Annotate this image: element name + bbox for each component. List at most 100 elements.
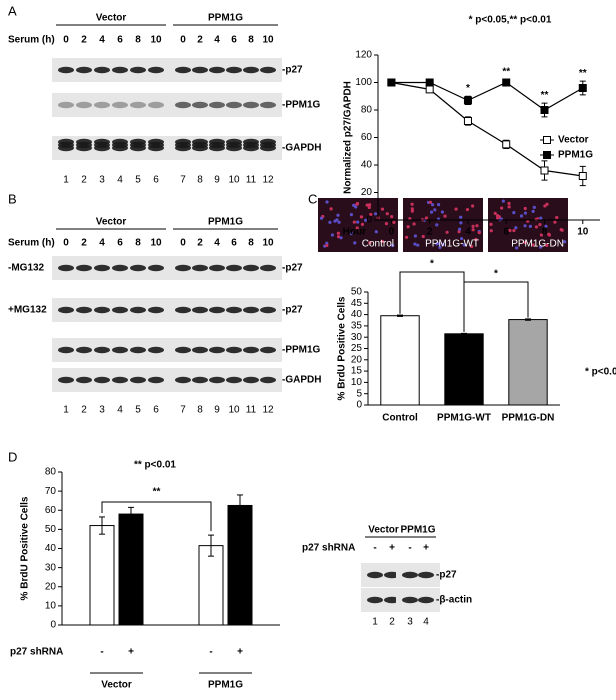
x-tick-label: Control bbox=[382, 413, 418, 424]
cell bbox=[364, 218, 368, 222]
y-tick-label: 25 bbox=[351, 343, 363, 354]
cell bbox=[329, 207, 333, 211]
lane-header: 2 bbox=[81, 35, 87, 46]
blot-band bbox=[209, 346, 225, 354]
lane-header: 4 bbox=[214, 238, 220, 249]
blot-band bbox=[243, 264, 259, 272]
y-tick-label: 60 bbox=[45, 505, 57, 516]
cell bbox=[545, 202, 549, 206]
blot-band bbox=[148, 376, 164, 384]
lane-header: 8 bbox=[135, 238, 141, 249]
blot-band bbox=[226, 264, 242, 272]
y-tick-label: 15 bbox=[351, 366, 363, 377]
blot-band bbox=[76, 101, 92, 109]
lane-number: 12 bbox=[262, 175, 274, 186]
lane-number: 3 bbox=[99, 175, 105, 186]
group-label: Vector bbox=[368, 525, 399, 536]
lane-number: 3 bbox=[99, 405, 105, 416]
bar bbox=[118, 513, 144, 626]
lane-header: - bbox=[408, 543, 411, 554]
cell bbox=[359, 215, 364, 219]
lane-number: 8 bbox=[197, 405, 203, 416]
condition-label: +MG132 bbox=[8, 305, 47, 316]
lane-header: 8 bbox=[135, 35, 141, 46]
blot-band bbox=[76, 264, 92, 272]
y-tick-label: 0 bbox=[366, 215, 372, 226]
bar bbox=[198, 545, 224, 626]
group-label: PPM1G bbox=[208, 680, 243, 691]
blot-band bbox=[226, 66, 242, 74]
cell bbox=[335, 218, 339, 222]
band-label: -GAPDH bbox=[282, 143, 321, 154]
cell bbox=[373, 212, 378, 216]
blot-band bbox=[94, 376, 110, 384]
blot-band bbox=[58, 306, 74, 314]
cell bbox=[356, 220, 360, 224]
blot-band bbox=[209, 101, 225, 109]
cell bbox=[325, 241, 329, 245]
cell bbox=[421, 234, 425, 239]
cell bbox=[337, 220, 341, 224]
cell bbox=[471, 224, 475, 228]
significance: ** bbox=[579, 68, 587, 79]
bar bbox=[89, 525, 115, 626]
cell bbox=[475, 224, 479, 228]
cell bbox=[367, 205, 371, 210]
cell bbox=[354, 205, 358, 209]
blot-band bbox=[402, 571, 418, 579]
lane-header: 4 bbox=[99, 35, 105, 46]
lane-number: 6 bbox=[153, 405, 159, 416]
cell bbox=[384, 221, 389, 226]
lane-header: 2 bbox=[197, 238, 203, 249]
cell bbox=[445, 230, 449, 234]
cell bbox=[330, 233, 335, 237]
lane-number: 1 bbox=[63, 175, 69, 186]
blot-band bbox=[402, 596, 418, 604]
blot-band bbox=[112, 306, 128, 314]
lane-header: 8 bbox=[248, 238, 254, 249]
cell bbox=[553, 220, 557, 224]
blot-band bbox=[175, 376, 191, 384]
blot-band bbox=[148, 101, 164, 109]
cell bbox=[391, 243, 395, 248]
cell bbox=[457, 230, 461, 234]
group-label: PPM1G bbox=[208, 217, 243, 228]
blot-band bbox=[175, 144, 191, 152]
blot-band bbox=[130, 101, 146, 109]
cell bbox=[523, 211, 528, 215]
blot-band bbox=[243, 144, 259, 152]
blot-band bbox=[367, 571, 383, 579]
lane-header: 4 bbox=[99, 238, 105, 249]
y-tick-label: 50 bbox=[351, 287, 363, 298]
lane-number: 10 bbox=[228, 175, 240, 186]
cell bbox=[440, 210, 445, 214]
bracket-label: * bbox=[430, 259, 434, 270]
blot-band bbox=[148, 144, 164, 152]
cell bbox=[471, 228, 475, 232]
blot-band bbox=[58, 346, 74, 354]
lane-number: 2 bbox=[81, 175, 87, 186]
y-tick-label: 40 bbox=[45, 543, 57, 554]
bar bbox=[444, 333, 484, 406]
cell bbox=[433, 208, 437, 212]
cell bbox=[539, 233, 544, 237]
cell bbox=[390, 214, 394, 219]
cell bbox=[489, 229, 493, 233]
blot-band bbox=[175, 101, 191, 109]
bar bbox=[508, 319, 548, 406]
marker bbox=[502, 140, 511, 149]
blot-band bbox=[58, 376, 74, 384]
cell bbox=[360, 222, 365, 226]
cell bbox=[336, 235, 341, 239]
cell bbox=[416, 243, 420, 247]
cell bbox=[519, 214, 524, 218]
group-label: PPM1G bbox=[208, 13, 243, 24]
group-label: Vector bbox=[96, 13, 127, 24]
cell bbox=[336, 231, 340, 235]
lane-header: 10 bbox=[262, 238, 274, 249]
cell bbox=[539, 216, 543, 220]
y-tick-label: 100 bbox=[355, 77, 372, 88]
blot-band bbox=[58, 101, 74, 109]
lane-number: 4 bbox=[117, 405, 123, 416]
